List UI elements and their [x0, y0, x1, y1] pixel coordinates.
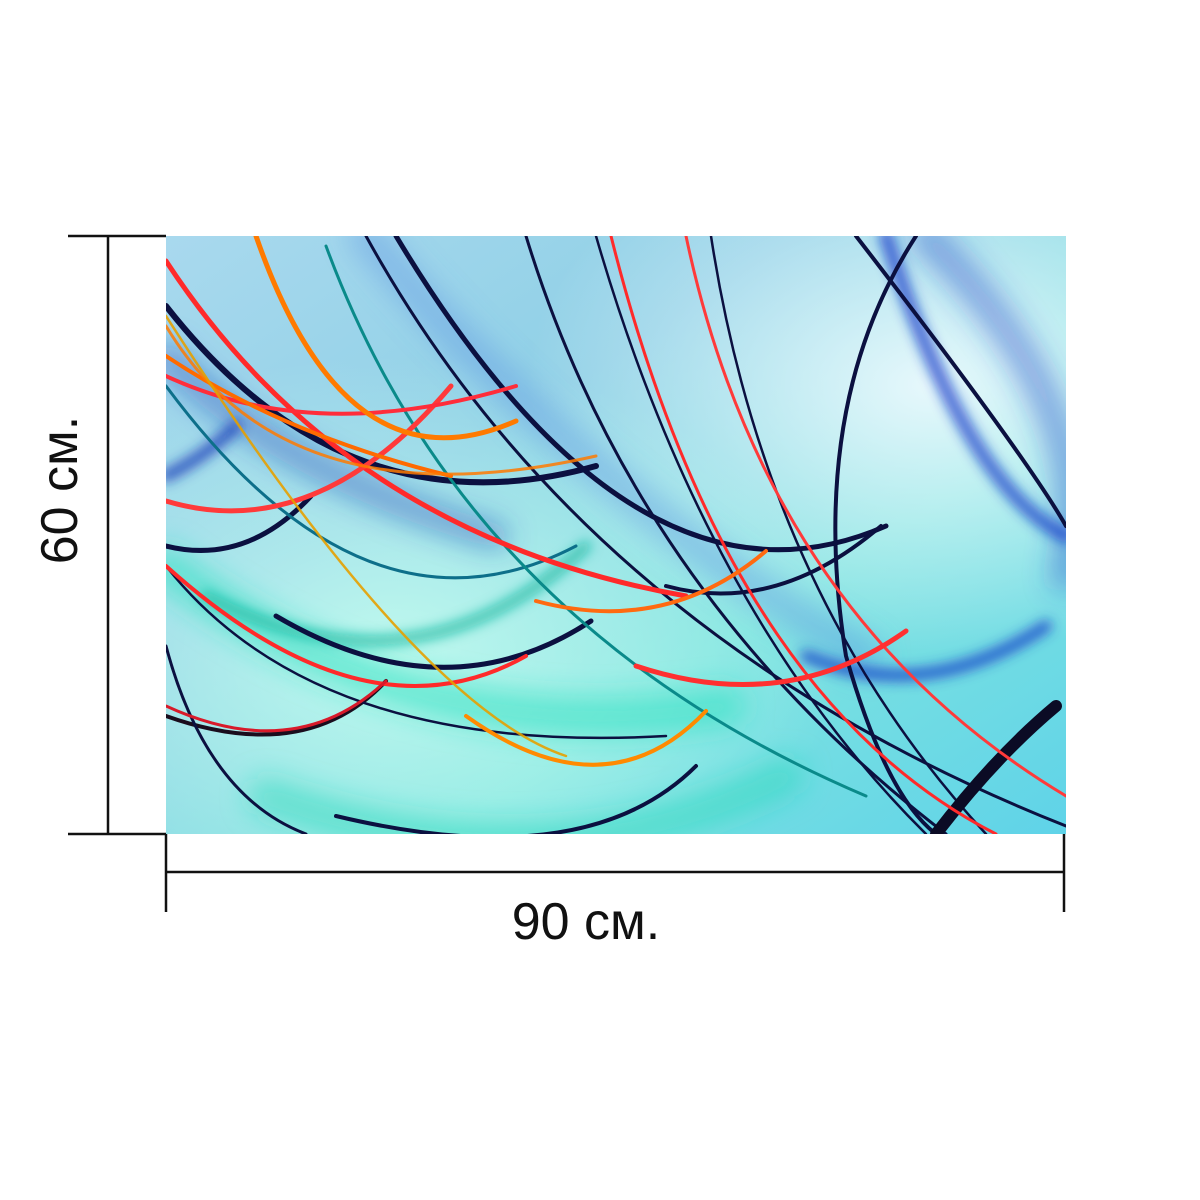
- teal-trail: [166, 384, 578, 580]
- red-trail: [166, 679, 388, 733]
- teal-trail: [324, 244, 868, 798]
- orange-trail: [534, 549, 768, 614]
- navy-trail: [833, 236, 938, 834]
- red-trail: [609, 236, 998, 834]
- red-trail: [166, 374, 518, 416]
- navy-trail: [930, 700, 1062, 834]
- sharp-light-trails: [166, 236, 1066, 834]
- navy-trail: [364, 236, 1066, 828]
- orange-trail: [166, 314, 568, 758]
- navy-trail: [664, 524, 883, 596]
- navy-trail: [709, 236, 988, 834]
- red-trail: [166, 564, 528, 688]
- navy-trail: [166, 564, 668, 740]
- blue-stroke: [166, 420, 242, 482]
- navy-trail: [166, 303, 599, 486]
- abstract-light-painting: [166, 236, 1066, 834]
- red-trail: [633, 628, 909, 687]
- red-trail: [166, 383, 454, 514]
- artwork-glow-upper-right: [166, 236, 1066, 834]
- navy-trail: [166, 493, 314, 553]
- navy-trail: [393, 236, 889, 553]
- glow-stroke: [166, 343, 509, 549]
- height-label: 60 см.: [31, 415, 89, 565]
- glow-stroke: [911, 236, 1066, 591]
- navy-trail: [854, 236, 1066, 528]
- glow-stroke: [349, 236, 883, 673]
- red-trail: [166, 258, 689, 599]
- red-trail: [684, 236, 1066, 798]
- orange-trail: [253, 236, 519, 441]
- width-label: 90 см.: [511, 893, 661, 951]
- orange-trail: [166, 354, 453, 478]
- navy-trail: [166, 644, 308, 834]
- orange-trail: [166, 324, 598, 476]
- orange-trail: [464, 709, 708, 767]
- navy-trail: [273, 613, 594, 670]
- blue-stroke: [879, 236, 1066, 543]
- navy-trail: [334, 764, 698, 834]
